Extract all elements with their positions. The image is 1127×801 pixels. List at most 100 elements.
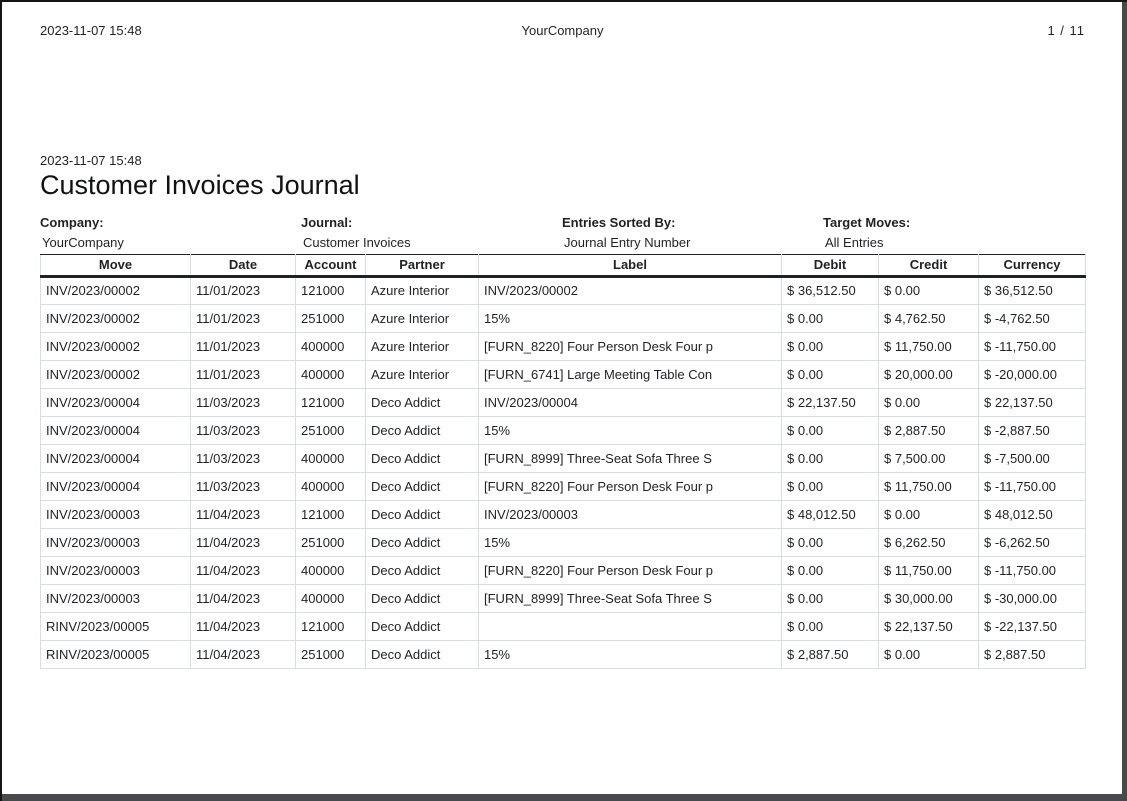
cell-debit: $ 0.00 bbox=[781, 444, 879, 473]
cell-move: INV/2023/00002 bbox=[40, 360, 191, 389]
cell-move: INV/2023/00003 bbox=[40, 556, 191, 585]
table-row: RINV/2023/00005 11/04/2023 251000 Deco Addi… bbox=[40, 640, 1086, 669]
cell-credit: $ 0.00 bbox=[878, 276, 979, 305]
cell-credit: $ 11,750.00 bbox=[878, 472, 979, 501]
cell-account: 251000 bbox=[295, 640, 366, 669]
cell-account: 251000 bbox=[295, 304, 366, 333]
cell-partner: Deco Addict bbox=[365, 640, 479, 669]
table-row: INV/2023/00002 11/01/2023 400000 Azure Inte… bbox=[40, 332, 1086, 361]
cell-move: INV/2023/00003 bbox=[40, 528, 191, 557]
cell-label: INV/2023/00003 bbox=[478, 500, 782, 529]
cell-date: 11/04/2023 bbox=[190, 528, 296, 557]
cell-move: INV/2023/00002 bbox=[40, 332, 191, 361]
cell-label: 15% bbox=[478, 304, 782, 333]
cell-label bbox=[478, 612, 782, 641]
cell-currency: $ -6,262.50 bbox=[978, 528, 1086, 557]
cell-debit: $ 0.00 bbox=[781, 528, 879, 557]
cell-currency: $ 48,012.50 bbox=[978, 500, 1086, 529]
header-company-name: YourCompany bbox=[521, 23, 604, 38]
cell-label: 15% bbox=[478, 528, 782, 557]
cell-debit: $ 0.00 bbox=[781, 584, 879, 613]
meta-sorted-by: Entries Sorted By: Journal Entry Number bbox=[562, 213, 823, 253]
cell-debit: $ 2,887.50 bbox=[781, 640, 879, 669]
cell-partner: Azure Interior bbox=[365, 332, 479, 361]
meta-journal-label: Journal: bbox=[301, 215, 353, 230]
cell-date: 11/03/2023 bbox=[190, 472, 296, 501]
cell-credit: $ 20,000.00 bbox=[878, 360, 979, 389]
cell-credit: $ 22,137.50 bbox=[878, 612, 979, 641]
cell-label: 15% bbox=[478, 416, 782, 445]
cell-account: 400000 bbox=[295, 444, 366, 473]
cell-move: INV/2023/00003 bbox=[40, 584, 191, 613]
cell-account: 400000 bbox=[295, 332, 366, 361]
cell-account: 121000 bbox=[295, 388, 366, 417]
journal-entries-table: Move Date Account Partner Label Debit Cr… bbox=[40, 254, 1086, 669]
cell-currency: $ -11,750.00 bbox=[978, 472, 1086, 501]
meta-sorted-by-value: Journal Entry Number bbox=[564, 235, 691, 250]
cell-date: 11/03/2023 bbox=[190, 444, 296, 473]
table-row: INV/2023/00004 11/03/2023 400000 Deco Addic… bbox=[40, 472, 1086, 501]
cell-account: 400000 bbox=[295, 556, 366, 585]
column-header-move: Move bbox=[40, 254, 191, 278]
table-row: INV/2023/00003 11/04/2023 400000 Deco Addic… bbox=[40, 556, 1086, 585]
cell-move: INV/2023/00004 bbox=[40, 444, 191, 473]
meta-company-label: Company: bbox=[40, 215, 104, 230]
cell-date: 11/03/2023 bbox=[190, 416, 296, 445]
cell-debit: $ 0.00 bbox=[781, 332, 879, 361]
cell-credit: $ 4,762.50 bbox=[878, 304, 979, 333]
cell-credit: $ 0.00 bbox=[878, 388, 979, 417]
table-row: INV/2023/00003 11/04/2023 400000 Deco Addic… bbox=[40, 584, 1086, 613]
column-header-partner: Partner bbox=[365, 254, 479, 278]
column-header-currency: Currency bbox=[978, 254, 1086, 278]
cell-label: [FURN_8220] Four Person Desk Four p bbox=[478, 332, 782, 361]
cell-date: 11/04/2023 bbox=[190, 584, 296, 613]
cell-debit: $ 0.00 bbox=[781, 304, 879, 333]
cell-credit: $ 2,887.50 bbox=[878, 416, 979, 445]
cell-partner: Deco Addict bbox=[365, 472, 479, 501]
table-row: INV/2023/00003 11/04/2023 121000 Deco Addic… bbox=[40, 500, 1086, 529]
report-meta: Company: YourCompany Journal: Customer I… bbox=[40, 213, 1085, 253]
meta-target-moves-label: Target Moves: bbox=[823, 215, 911, 230]
cell-currency: $ 2,887.50 bbox=[978, 640, 1086, 669]
cell-currency: $ -4,762.50 bbox=[978, 304, 1086, 333]
cell-debit: $ 0.00 bbox=[781, 416, 879, 445]
cell-move: INV/2023/00004 bbox=[40, 388, 191, 417]
cell-credit: $ 6,262.50 bbox=[878, 528, 979, 557]
cell-account: 121000 bbox=[295, 612, 366, 641]
cell-date: 11/03/2023 bbox=[190, 388, 296, 417]
cell-date: 11/04/2023 bbox=[190, 612, 296, 641]
cell-account: 121000 bbox=[295, 276, 366, 305]
meta-sorted-by-label: Entries Sorted By: bbox=[562, 215, 676, 230]
cell-currency: $ -11,750.00 bbox=[978, 556, 1086, 585]
cell-debit: $ 0.00 bbox=[781, 472, 879, 501]
cell-label: [FURN_8999] Three-Seat Sofa Three S bbox=[478, 584, 782, 613]
cell-move: INV/2023/00002 bbox=[40, 304, 191, 333]
table-row: INV/2023/00002 11/01/2023 251000 Azure Inte… bbox=[40, 304, 1086, 333]
cell-move: INV/2023/00002 bbox=[40, 276, 191, 305]
cell-partner: Azure Interior bbox=[365, 276, 479, 305]
cell-label: INV/2023/00004 bbox=[478, 388, 782, 417]
cell-date: 11/04/2023 bbox=[190, 500, 296, 529]
column-header-label: Label bbox=[478, 254, 782, 278]
cell-label: INV/2023/00002 bbox=[478, 276, 782, 305]
header-page-indicator: 1 / 11 bbox=[1047, 23, 1085, 38]
cell-currency: $ -30,000.00 bbox=[978, 584, 1086, 613]
column-header-debit: Debit bbox=[781, 254, 879, 278]
page-header: 2023-11-07 15:48 YourCompany 1 / 11 bbox=[40, 23, 1085, 39]
cell-debit: $ 48,012.50 bbox=[781, 500, 879, 529]
report-datetime: 2023-11-07 15:48 bbox=[40, 153, 142, 168]
cell-credit: $ 0.00 bbox=[878, 640, 979, 669]
meta-journal: Journal: Customer Invoices bbox=[301, 213, 562, 253]
column-header-account: Account bbox=[295, 254, 366, 278]
cell-date: 11/01/2023 bbox=[190, 332, 296, 361]
cell-partner: Deco Addict bbox=[365, 388, 479, 417]
cell-debit: $ 0.00 bbox=[781, 556, 879, 585]
table-row: INV/2023/00002 11/01/2023 121000 Azure Inte… bbox=[40, 276, 1086, 305]
column-header-credit: Credit bbox=[878, 254, 979, 278]
cell-currency: $ -2,887.50 bbox=[978, 416, 1086, 445]
cell-date: 11/04/2023 bbox=[190, 640, 296, 669]
meta-target-moves-value: All Entries bbox=[825, 235, 884, 250]
cell-date: 11/01/2023 bbox=[190, 304, 296, 333]
cell-move: INV/2023/00004 bbox=[40, 416, 191, 445]
